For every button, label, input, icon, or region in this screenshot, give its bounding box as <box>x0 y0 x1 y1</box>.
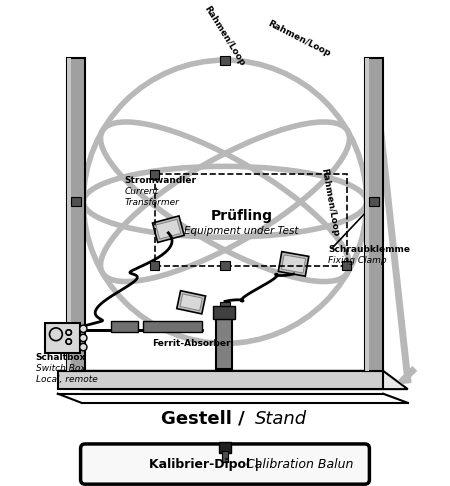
Text: Local, remote: Local, remote <box>36 375 98 384</box>
Circle shape <box>80 334 87 342</box>
Bar <box>369 197 378 207</box>
Bar <box>67 58 85 371</box>
Bar <box>58 371 383 389</box>
Bar <box>150 170 159 179</box>
Bar <box>222 451 228 462</box>
Bar <box>155 174 346 266</box>
Text: Stand: Stand <box>255 410 307 428</box>
Text: Kalibrier-Dipol |: Kalibrier-Dipol | <box>149 457 264 470</box>
Text: Transformer: Transformer <box>125 198 180 208</box>
FancyBboxPatch shape <box>81 444 369 484</box>
Bar <box>111 322 138 331</box>
Bar <box>67 58 72 371</box>
Text: Gestell /: Gestell / <box>161 410 251 428</box>
Bar <box>219 442 231 453</box>
Circle shape <box>80 325 87 332</box>
Bar <box>220 261 230 270</box>
Circle shape <box>80 344 87 351</box>
Bar <box>342 261 351 270</box>
Polygon shape <box>156 219 181 239</box>
Bar <box>220 55 230 65</box>
Text: Switch Box: Switch Box <box>36 364 86 373</box>
Text: Rahmen/Loop: Rahmen/Loop <box>202 4 247 68</box>
Bar <box>365 58 369 371</box>
Text: Schraubklemme: Schraubklemme <box>328 245 410 254</box>
Bar <box>365 58 383 371</box>
Text: Current: Current <box>125 188 159 196</box>
Bar <box>143 322 202 331</box>
Text: Calibration Balun: Calibration Balun <box>246 457 353 470</box>
Polygon shape <box>58 371 408 389</box>
Bar <box>213 306 235 319</box>
Bar <box>150 261 159 270</box>
Bar <box>220 302 230 312</box>
Bar <box>45 323 80 352</box>
Text: Rahmen/Loop: Rahmen/Loop <box>319 167 340 237</box>
Text: Ferrit-Absorber: Ferrit-Absorber <box>152 339 230 348</box>
Bar <box>216 319 232 369</box>
Polygon shape <box>177 291 206 314</box>
Polygon shape <box>153 216 184 243</box>
Text: Rahmen/Loop: Rahmen/Loop <box>266 19 332 58</box>
Bar <box>72 197 81 207</box>
Text: Prüfling: Prüfling <box>211 209 272 223</box>
Polygon shape <box>281 255 306 273</box>
Text: Schaltbox: Schaltbox <box>36 353 86 362</box>
Polygon shape <box>180 294 202 311</box>
Text: Stromwandler: Stromwandler <box>125 176 197 186</box>
Text: Fixing Clamp: Fixing Clamp <box>328 256 387 265</box>
Text: Equipment under Test: Equipment under Test <box>184 226 299 236</box>
Polygon shape <box>278 252 309 276</box>
